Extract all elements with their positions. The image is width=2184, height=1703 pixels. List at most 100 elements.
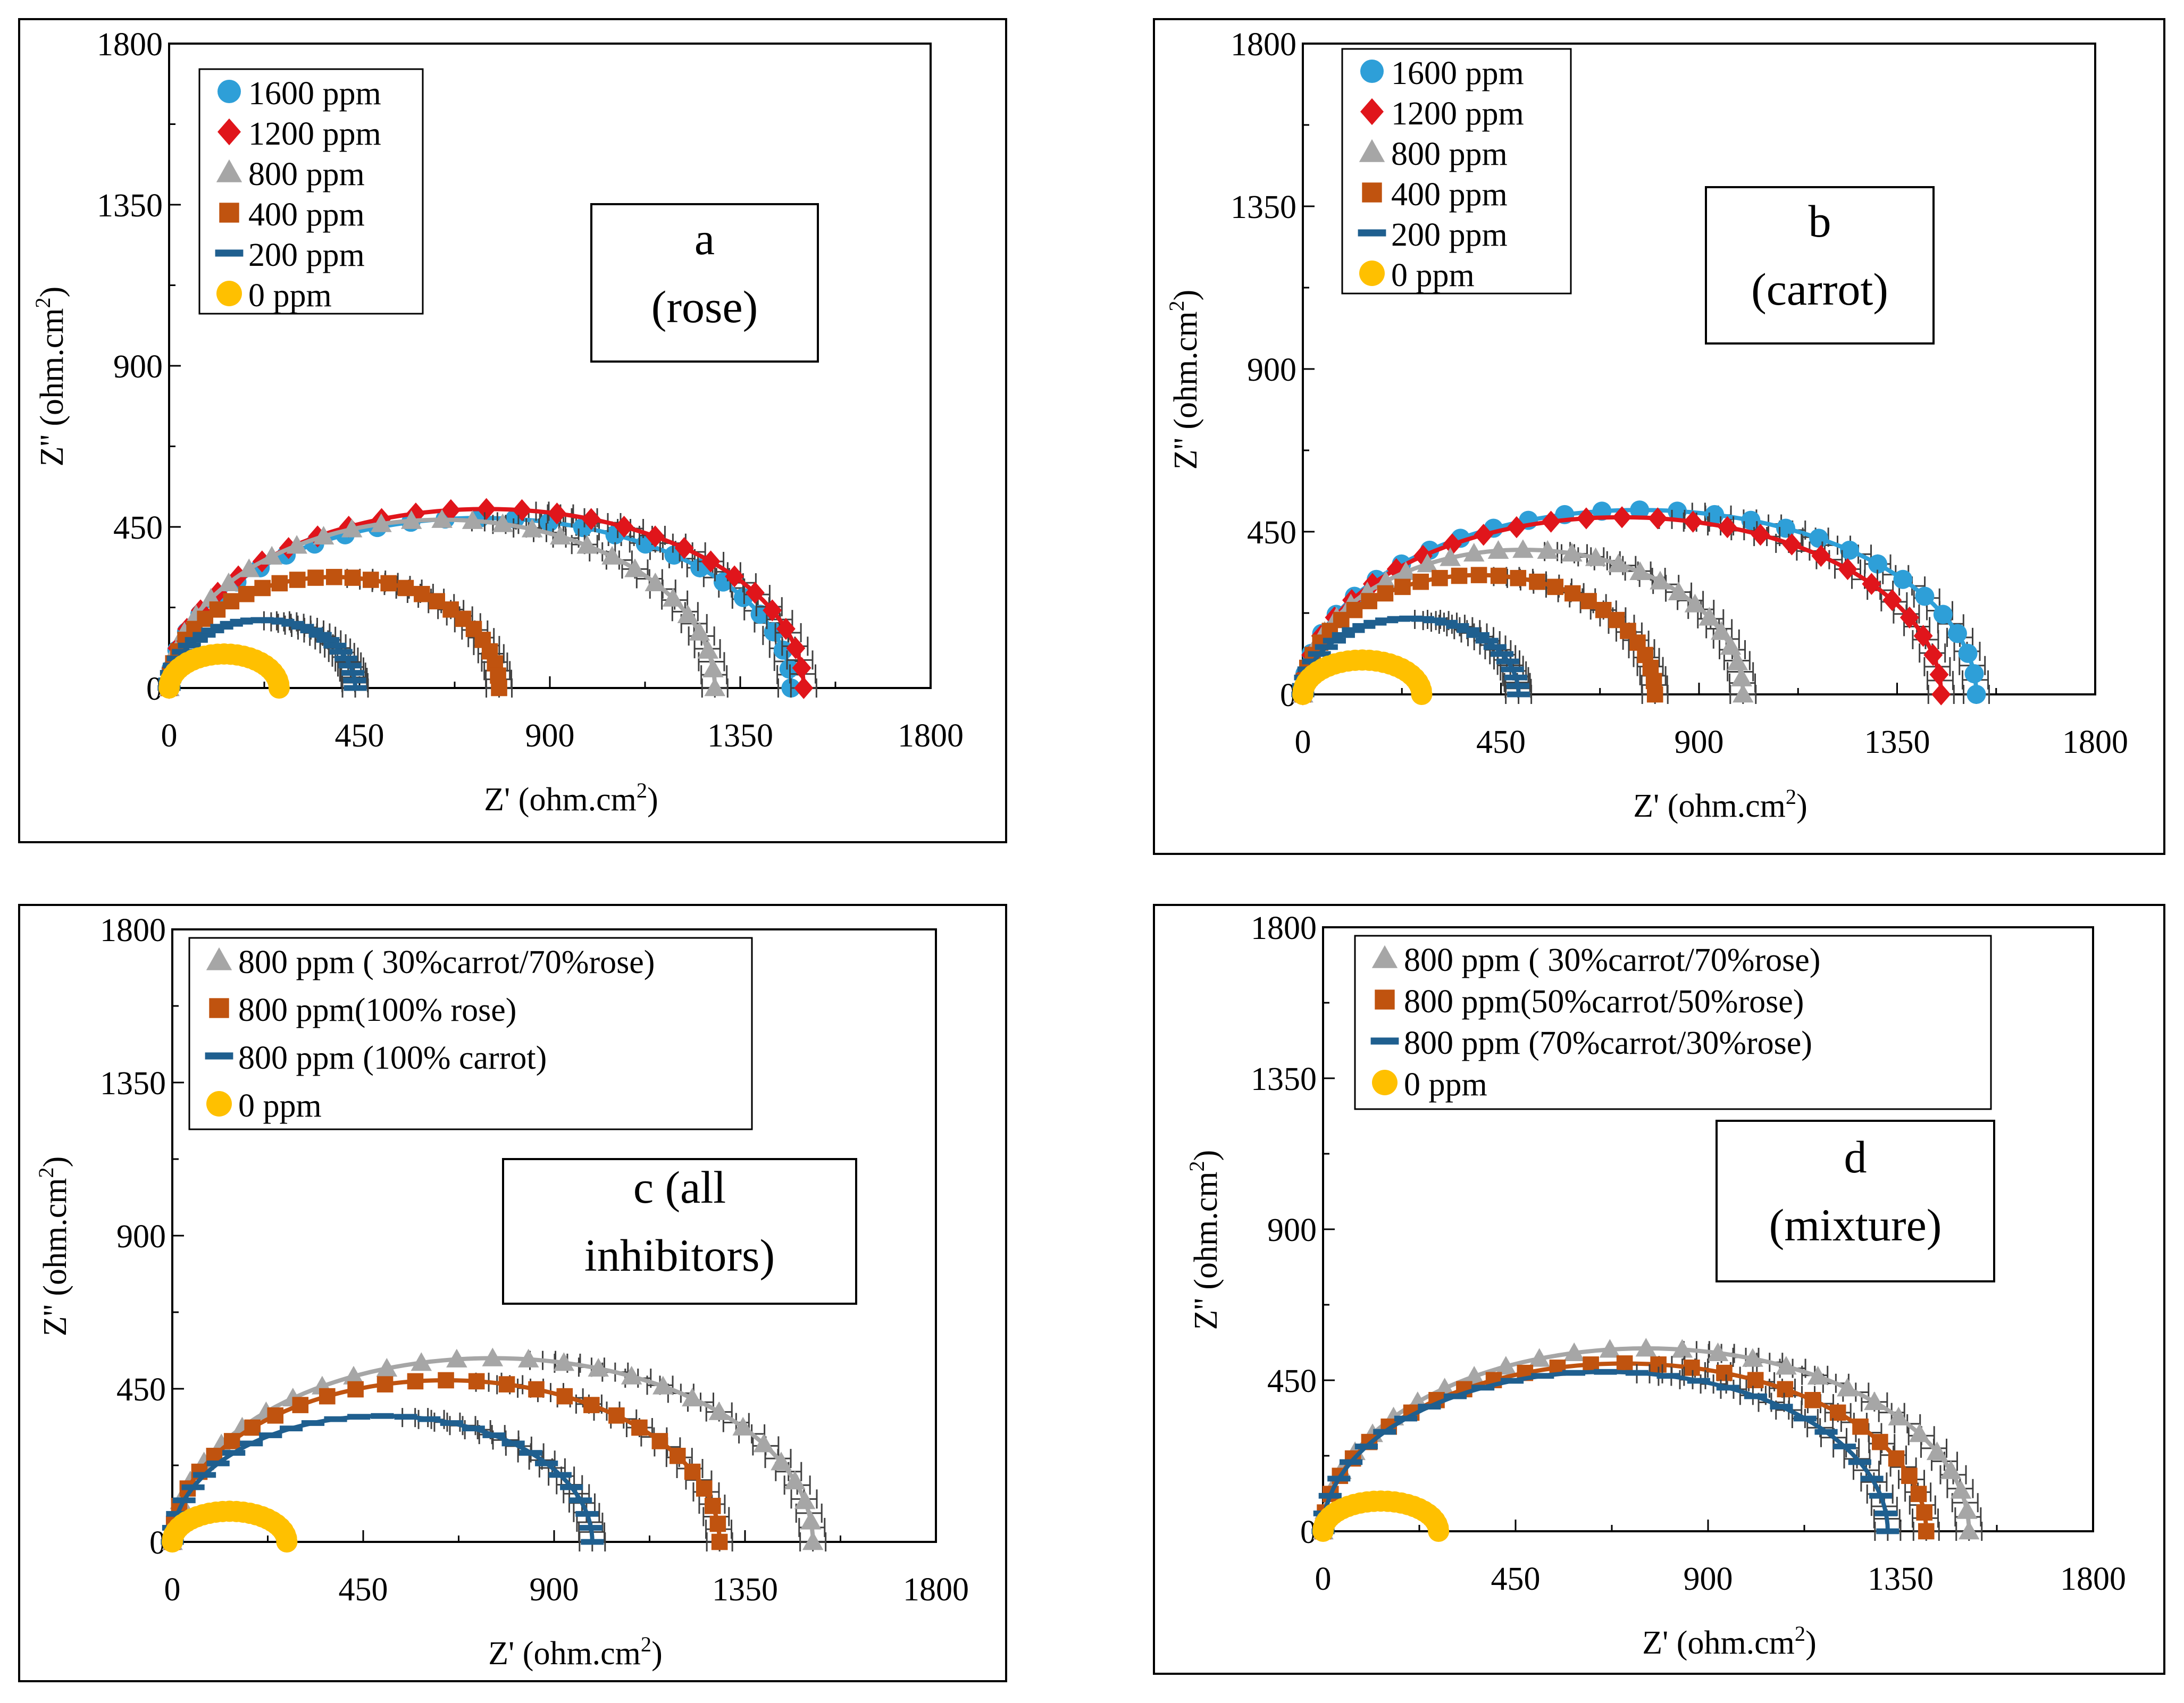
data-point xyxy=(519,1450,542,1456)
data-point xyxy=(1872,1433,1888,1450)
data-point xyxy=(621,1365,642,1385)
legend-label: 0 ppm xyxy=(238,1088,322,1124)
data-point xyxy=(286,535,307,554)
data-point xyxy=(1446,623,1469,629)
data-point xyxy=(1562,1370,1586,1376)
x-tick-label: 1350 xyxy=(1868,1561,1934,1597)
data-point xyxy=(324,1416,347,1422)
x-tick-label: 1800 xyxy=(2062,724,2128,760)
data-point xyxy=(1576,507,1596,530)
data-point xyxy=(763,599,782,622)
x-tick-label: 1350 xyxy=(712,1572,778,1608)
data-point xyxy=(1684,593,1706,613)
data-point xyxy=(1580,593,1597,609)
y-tick-label: 450 xyxy=(1267,1363,1317,1399)
data-point xyxy=(1399,615,1422,622)
data-point xyxy=(1650,571,1671,590)
data-point xyxy=(553,1352,575,1371)
series-4 xyxy=(1291,609,1533,704)
data-point xyxy=(725,565,744,588)
x-tick-label: 1800 xyxy=(903,1572,969,1608)
data-point xyxy=(1909,1423,1930,1442)
data-point xyxy=(575,1511,599,1517)
y-tick-label: 1350 xyxy=(1251,1061,1317,1097)
data-point xyxy=(547,502,567,525)
data-point xyxy=(1910,1486,1927,1503)
legend-marker xyxy=(1370,1037,1399,1045)
data-point xyxy=(414,585,430,602)
data-point xyxy=(569,1497,592,1504)
data-point xyxy=(1463,1365,1485,1385)
data-point xyxy=(482,1432,506,1438)
data-point xyxy=(1564,585,1581,602)
data-point xyxy=(193,1472,216,1478)
legend-marker xyxy=(1359,261,1385,286)
data-point xyxy=(1510,569,1527,586)
data-point xyxy=(1751,524,1770,546)
legend xyxy=(198,68,424,315)
data-point xyxy=(1507,516,1526,539)
panel-label: c (all xyxy=(633,1162,726,1213)
data-point xyxy=(1411,684,1433,705)
data-point xyxy=(268,677,290,699)
data-point xyxy=(1684,1360,1700,1376)
data-point xyxy=(1900,606,1919,629)
legend-label: 800 ppm (100% carrot) xyxy=(238,1040,547,1076)
data-point xyxy=(1668,581,1689,600)
panel-label-box xyxy=(1705,186,1935,345)
data-point xyxy=(1528,1348,1550,1367)
data-point xyxy=(1346,602,1363,618)
legend-marker xyxy=(1372,1070,1398,1095)
data-point xyxy=(745,582,765,604)
y-tick-label: 450 xyxy=(113,510,163,546)
data-point xyxy=(1423,617,1446,624)
series-5 xyxy=(158,643,290,699)
data-point xyxy=(201,627,224,634)
data-point xyxy=(1931,683,1951,706)
data-point xyxy=(1625,1370,1649,1376)
data-point xyxy=(662,588,684,607)
data-point xyxy=(614,515,634,538)
series-3 xyxy=(162,1500,298,1553)
y-axis-title: Z'' (ohm.cm2) xyxy=(31,287,70,467)
data-point xyxy=(240,1440,263,1447)
data-point xyxy=(380,575,397,592)
data-point xyxy=(1967,685,1986,704)
legend-marker xyxy=(1358,229,1386,237)
data-point xyxy=(254,580,271,597)
data-point xyxy=(181,1484,205,1490)
legend-marker xyxy=(216,159,242,182)
x-tick-label: 0 xyxy=(1315,1561,1332,1597)
data-point xyxy=(166,1511,189,1517)
data-point xyxy=(1888,1406,1910,1425)
data-point xyxy=(319,1388,336,1405)
panel-label: (mixture) xyxy=(1769,1199,1942,1251)
data-point xyxy=(1838,558,1857,581)
data-point xyxy=(185,637,208,643)
data-point xyxy=(1804,1391,1821,1408)
data-point xyxy=(1716,1385,1739,1391)
data-point xyxy=(1500,1378,1524,1384)
data-point xyxy=(498,1376,515,1392)
data-point xyxy=(1451,567,1468,584)
x-tick-label: 0 xyxy=(1295,724,1311,760)
legend-label: 200 ppm xyxy=(248,237,365,273)
data-point xyxy=(684,1463,701,1480)
data-point xyxy=(645,572,666,591)
data-point xyxy=(218,572,239,591)
data-point xyxy=(397,580,414,597)
data-point xyxy=(279,1425,303,1432)
data-point xyxy=(281,620,305,627)
data-point xyxy=(1561,543,1583,562)
data-point xyxy=(1507,691,1530,698)
data-point xyxy=(292,1397,309,1413)
data-point xyxy=(371,1413,394,1419)
legend-marker xyxy=(1360,60,1384,83)
data-point xyxy=(1483,644,1507,650)
data-point xyxy=(441,499,461,522)
data-point xyxy=(1585,547,1606,566)
data-point xyxy=(1375,617,1399,624)
x-tick-label: 450 xyxy=(339,1572,388,1608)
data-point xyxy=(535,1460,558,1466)
data-point xyxy=(210,624,233,630)
